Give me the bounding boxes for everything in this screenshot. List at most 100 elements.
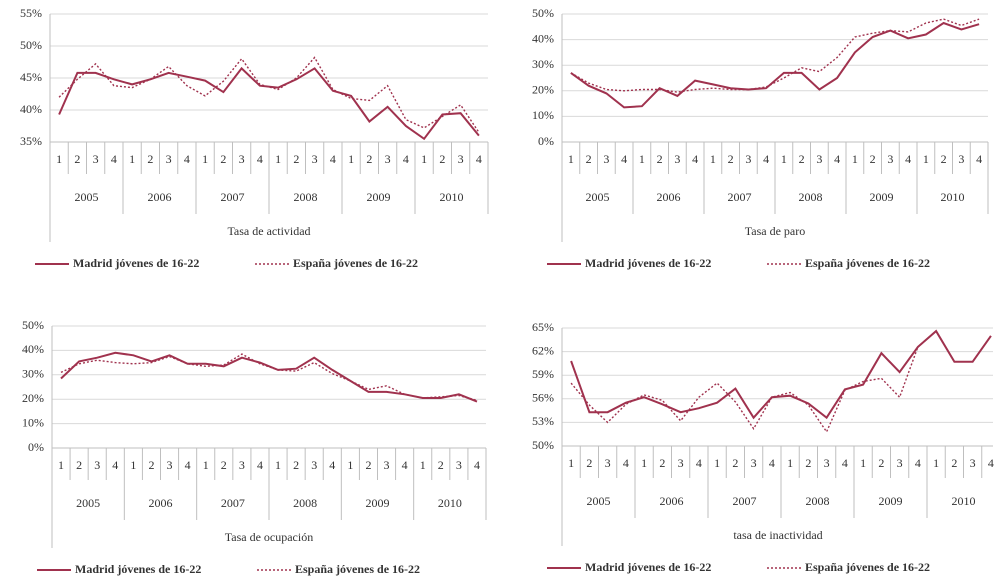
x-tick-label: 2 xyxy=(870,152,876,166)
x-tick-label: 4 xyxy=(185,458,191,472)
x-tick-label: 1 xyxy=(781,152,787,166)
legend-label: España jóvenes de 16-22 xyxy=(295,562,420,576)
x-tick-label: 4 xyxy=(257,458,263,472)
x-tick-label: 3 xyxy=(385,152,391,166)
group-label: 2009 xyxy=(879,494,903,508)
x-tick-label: 3 xyxy=(958,152,964,166)
series-line xyxy=(570,18,980,93)
x-tick-label: 2 xyxy=(438,458,444,472)
x-tick-label: 4 xyxy=(257,152,263,166)
x-tick-label: 4 xyxy=(476,152,482,166)
x-tick-label: 2 xyxy=(293,458,299,472)
x-tick-label: 4 xyxy=(834,152,840,166)
x-tick-label: 2 xyxy=(365,458,371,472)
x-tick-label: 2 xyxy=(293,152,299,166)
series-line xyxy=(570,329,992,420)
y-tick-label: 59% xyxy=(532,367,554,381)
y-tick-label: 10% xyxy=(22,415,44,429)
y-tick-label: 0% xyxy=(28,440,44,454)
x-tick-label: 1 xyxy=(568,152,574,166)
y-tick-label: 30% xyxy=(22,367,44,381)
x-tick-label: 3 xyxy=(674,152,680,166)
x-tick-label: 3 xyxy=(167,458,173,472)
x-tick-label: 3 xyxy=(166,152,172,166)
x-tick-label: 4 xyxy=(402,458,408,472)
legend-label: Madrid jóvenes de 16-22 xyxy=(75,562,201,576)
x-tick-label: 3 xyxy=(603,152,609,166)
x-tick-label: 3 xyxy=(456,458,462,472)
series-line xyxy=(570,21,980,109)
y-tick-label: 40% xyxy=(20,102,42,116)
x-tick-label: 2 xyxy=(659,456,665,470)
x-tick-label: 4 xyxy=(111,152,117,166)
group-label: 2007 xyxy=(733,494,757,508)
x-tick-label: 4 xyxy=(621,152,627,166)
group-label: 2005 xyxy=(75,190,99,204)
x-tick-label: 3 xyxy=(458,152,464,166)
x-tick-label: 4 xyxy=(184,152,190,166)
legend-label: España jóvenes de 16-22 xyxy=(293,256,418,270)
y-tick-label: 30% xyxy=(532,57,554,71)
legend-label: España jóvenes de 16-22 xyxy=(805,256,930,270)
x-tick-label: 1 xyxy=(787,456,793,470)
y-tick-label: 55% xyxy=(20,6,42,20)
x-tick-label: 2 xyxy=(657,152,663,166)
x-tick-label: 4 xyxy=(623,456,629,470)
x-tick-label: 3 xyxy=(745,152,751,166)
x-tick-label: 3 xyxy=(239,152,245,166)
x-tick-label: 1 xyxy=(852,152,858,166)
x-tick-label: 1 xyxy=(129,152,135,166)
x-tick-label: 1 xyxy=(130,458,136,472)
x-tick-label: 2 xyxy=(728,152,734,166)
x-tick-label: 1 xyxy=(641,456,647,470)
y-tick-label: 20% xyxy=(532,83,554,97)
series-line xyxy=(60,353,478,402)
group-label: 2008 xyxy=(806,494,830,508)
group-label: 2006 xyxy=(149,496,173,510)
x-tick-label: 4 xyxy=(988,456,994,470)
series-line xyxy=(58,56,480,133)
y-tick-label: 53% xyxy=(532,414,554,428)
x-tick-label: 3 xyxy=(751,456,757,470)
x-tick-label: 3 xyxy=(384,458,390,472)
y-tick-label: 35% xyxy=(20,134,42,148)
x-tick-label: 1 xyxy=(348,152,354,166)
x-tick-label: 1 xyxy=(639,152,645,166)
x-tick-label: 1 xyxy=(58,458,64,472)
x-tick-label: 3 xyxy=(239,458,245,472)
x-tick-label: 4 xyxy=(769,456,775,470)
x-axis-title: Tasa de ocupación xyxy=(225,530,313,544)
y-tick-label: 50% xyxy=(22,318,44,332)
x-tick-label: 4 xyxy=(915,456,921,470)
x-tick-label: 2 xyxy=(878,456,884,470)
x-tick-label: 2 xyxy=(586,456,592,470)
group-label: 2009 xyxy=(870,190,894,204)
x-tick-label: 4 xyxy=(329,458,335,472)
group-label: 2005 xyxy=(587,494,611,508)
x-tick-label: 4 xyxy=(330,152,336,166)
group-label: 2006 xyxy=(148,190,172,204)
x-tick-label: 2 xyxy=(732,456,738,470)
x-tick-label: 4 xyxy=(692,152,698,166)
group-label: 2005 xyxy=(76,496,100,510)
group-label: 2008 xyxy=(799,190,823,204)
y-tick-label: 45% xyxy=(20,70,42,84)
x-tick-label: 2 xyxy=(74,152,80,166)
y-tick-label: 50% xyxy=(532,6,554,20)
x-axis-title: Tasa de paro xyxy=(745,224,805,238)
x-tick-label: 3 xyxy=(897,456,903,470)
x-tick-label: 4 xyxy=(696,456,702,470)
x-tick-label: 1 xyxy=(420,458,426,472)
x-tick-label: 3 xyxy=(887,152,893,166)
group-label: 2006 xyxy=(657,190,681,204)
x-tick-label: 4 xyxy=(976,152,982,166)
series-line xyxy=(570,330,992,434)
x-tick-label: 4 xyxy=(112,458,118,472)
legend-label: Madrid jóvenes de 16-22 xyxy=(73,256,199,270)
legend-label: España jóvenes de 16-22 xyxy=(805,560,930,574)
y-tick-label: 62% xyxy=(532,343,554,357)
group-label: 2009 xyxy=(367,190,391,204)
legend-label: Madrid jóvenes de 16-22 xyxy=(585,256,711,270)
x-tick-label: 3 xyxy=(970,456,976,470)
x-tick-label: 2 xyxy=(941,152,947,166)
